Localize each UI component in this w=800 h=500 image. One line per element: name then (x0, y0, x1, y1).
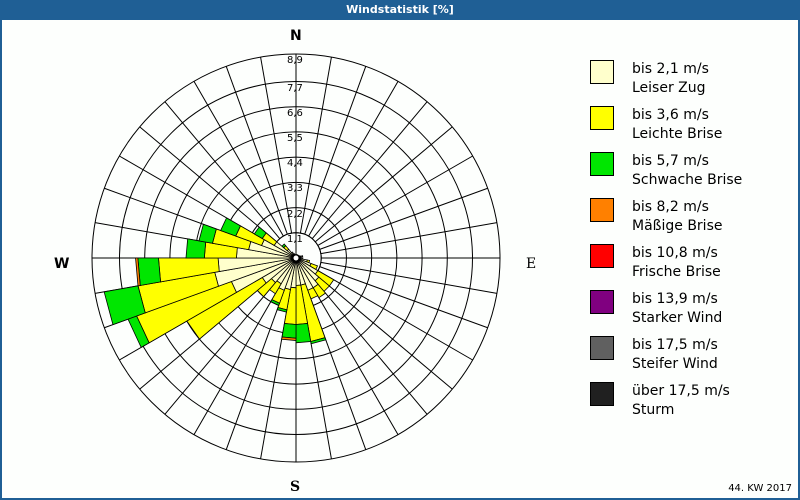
legend-range: bis 5,7 m/s (632, 153, 709, 169)
radial-tick-label: 6,6 (287, 107, 303, 119)
legend-name: Mäßige Brise (632, 218, 723, 234)
radial-tick-label: 7,7 (287, 82, 303, 94)
legend-name: Frische Brise (632, 264, 721, 280)
compass-south-label: S (290, 479, 301, 495)
legend-range: bis 13,9 m/s (632, 291, 718, 307)
legend-name: Leiser Zug (632, 80, 706, 96)
radial-tick-label: 1,1 (287, 233, 303, 245)
compass-east-label: E (526, 256, 537, 272)
week-label: 44. KW 2017 (728, 483, 792, 494)
legend-range: bis 8,2 m/s (632, 199, 709, 215)
legend-name: Steifer Wind (632, 356, 718, 372)
compass-north-label: N (290, 28, 302, 44)
legend-swatch-icon (590, 290, 614, 314)
legend-range: über 17,5 m/s (632, 383, 730, 399)
legend-swatch-icon (590, 152, 614, 176)
legend-swatch-icon (590, 198, 614, 222)
legend-range: bis 3,6 m/s (632, 107, 709, 123)
legend-range: bis 10,8 m/s (632, 245, 718, 261)
legend-swatch-icon (590, 382, 614, 406)
legend-name: Schwache Brise (632, 172, 743, 188)
legend-swatch-icon (590, 336, 614, 360)
chart-canvas: N W E S 1,1 2,2 3,3 4,4 5,5 6,6 7,7 8,9 bis 2,1… (2, 20, 798, 498)
radial-tick-label: 4,4 (287, 158, 303, 170)
legend-name: Leichte Brise (632, 126, 723, 142)
legend-range: bis 2,1 m/s (632, 61, 709, 77)
legend-name: Sturm (632, 402, 675, 418)
legend-range: bis 17,5 m/s (632, 337, 718, 353)
radial-tick-label: 8,9 (287, 55, 303, 66)
wind-rose-plot (91, 53, 501, 463)
legend-name: Starker Wind (632, 310, 723, 326)
radial-tick-label: 2,2 (287, 208, 303, 220)
legend-swatch-icon (590, 60, 614, 84)
radial-tick-label: 3,3 (287, 183, 303, 195)
legend-swatch-icon (590, 106, 614, 130)
chart-title: Windstatistik [%] (346, 3, 454, 16)
radial-tick-label: 5,5 (287, 132, 303, 144)
legend-swatch-icon (590, 244, 614, 268)
compass-west-label: W (54, 256, 70, 272)
